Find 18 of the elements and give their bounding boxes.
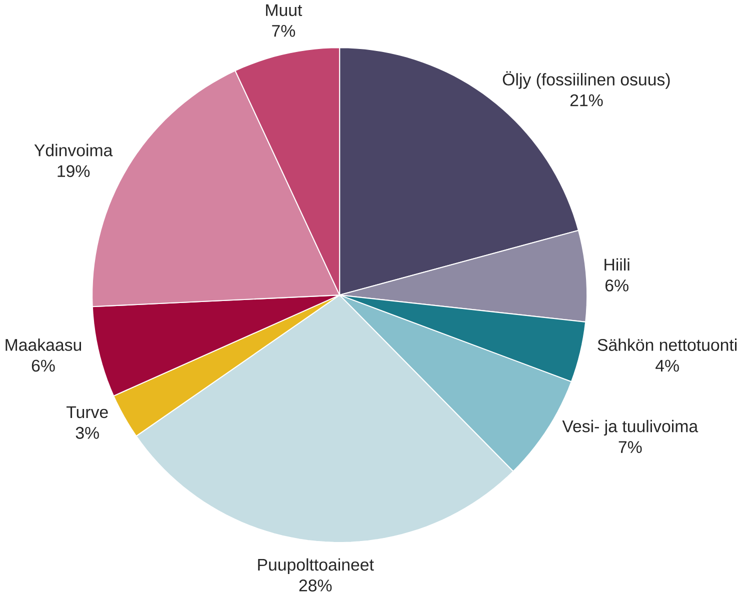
data-label: 3% [76,427,99,439]
data-label: 4% [656,360,679,372]
data-label: 6% [32,360,55,372]
data-label: 19% [58,165,90,178]
data-label: 7% [272,25,296,37]
data-label: 7% [618,441,642,454]
data-label: 28% [299,580,332,592]
slice-label: Ydinvoima [34,144,113,156]
data-label: 21% [570,94,603,106]
slice-label: Turve [66,406,108,418]
slice-label: Sähkön nettotuonti [598,338,737,352]
data-label: 6% [605,280,628,292]
slice-label: Öljy (fossiilinen osuus) [502,71,670,89]
slice-label: Hiili [604,258,630,271]
slice-label: Muut [266,4,302,16]
slice-label: Maakaasu [6,338,82,352]
slice-label: Puupolttoaineet [258,558,374,574]
slice-label: Vesi- ja tuulivoima [562,420,698,436]
